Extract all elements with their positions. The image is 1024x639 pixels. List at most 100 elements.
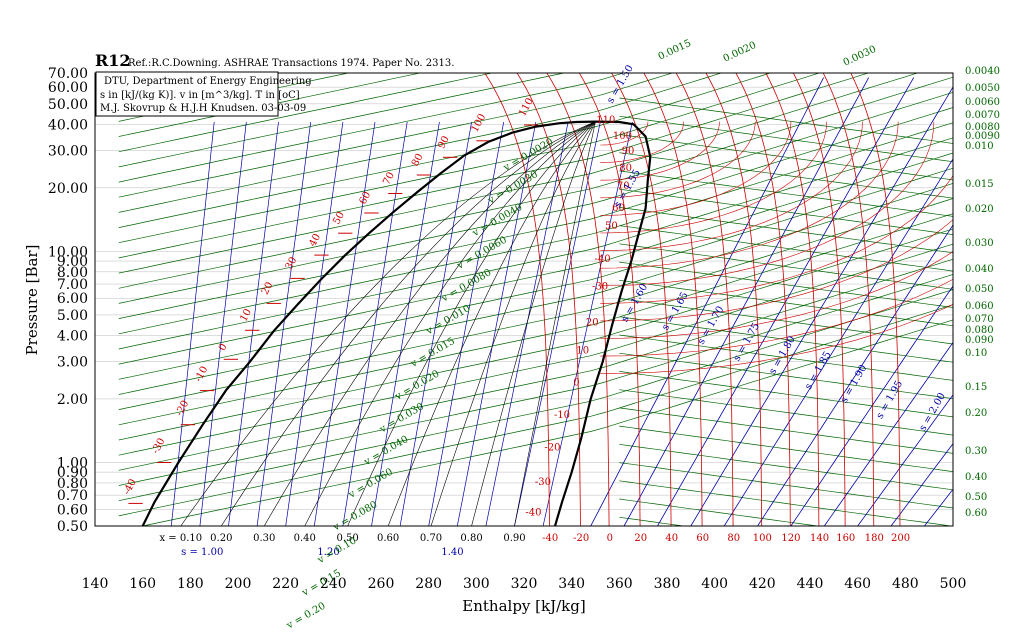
isotherm-label-vapor-12: 80 (619, 163, 632, 174)
x-tick-label-8: 300 (463, 576, 490, 592)
isentrope-vapor-line-2 (657, 77, 915, 526)
isotherm-label-bottom-11: 180 (865, 533, 884, 544)
quality-line-8 (514, 121, 596, 526)
isotherm-label-vapor-7: -30 (592, 281, 608, 292)
isentrope-liquid-line-11 (485, 121, 569, 526)
isotherm-vapor-line-4 (611, 73, 672, 526)
volume-label-right-8: 0.020 (965, 204, 994, 215)
volume-label-right-5: 0.0090 (965, 131, 1000, 142)
isochore-line-23 (118, 73, 625, 183)
volume-label-top-2: 0.0030 (842, 44, 878, 69)
isentrope-liquid-line-5 (313, 121, 376, 526)
x-tick-label-0: 140 (82, 576, 109, 592)
isentrope-liquid-line-4 (285, 121, 344, 526)
isotherm-label-liquid-1: -30 (150, 436, 167, 455)
y-tick-label-15: 20.00 (48, 181, 88, 197)
isotherm-label-vapor-8: -40 (594, 254, 610, 265)
isochore-vapor-line-12 (619, 298, 953, 345)
y-tick-label-6: 2.00 (57, 392, 88, 408)
isochore-line-4 (118, 258, 953, 471)
isotherm-label-liquid-3: -10 (193, 365, 210, 384)
volume-label-right-1: 0.0050 (965, 83, 1000, 94)
isentrope-liquid-line-8 (399, 121, 472, 526)
quality-line-7 (471, 121, 596, 526)
x-tick-label-14: 420 (749, 576, 776, 592)
volume-label-top-1: 0.0020 (722, 40, 758, 65)
volume-label-right-4: 0.0080 (965, 122, 1000, 133)
isotherm-arc-3 (600, 121, 756, 199)
isentrope-vapor-line-3 (690, 86, 953, 526)
isochore-line-11 (118, 152, 953, 365)
isotherm-arc-6 (600, 121, 863, 251)
quality-label-1: 0.20 (210, 533, 232, 544)
isotherm-vapor-line-8 (735, 73, 791, 526)
entropy-label-0: s = 1.50 (605, 63, 636, 105)
isotherm-arc-10 (600, 219, 953, 322)
isotherm-vapor-line-11 (822, 73, 875, 526)
y-tick-label-7: 3.00 (57, 355, 88, 371)
volume-label-right-9: 0.030 (965, 238, 994, 249)
isochore-line-16 (118, 76, 953, 289)
isotherm-label-vapor-10: 60 (612, 203, 625, 214)
isotherm-label-liquid-9: 50 (331, 210, 347, 226)
y-tick-label-18: 50.00 (48, 97, 88, 113)
isentrope-liquid-line-2 (228, 121, 279, 526)
y-tick-label-12: 8.00 (57, 265, 88, 281)
volume-label-right-10: 0.040 (965, 264, 994, 275)
x-tick-label-7: 280 (415, 576, 442, 592)
y-tick-label-16: 30.00 (48, 144, 88, 160)
isochore-line-25 (118, 73, 494, 153)
isentrope-liquid-line-7 (371, 121, 440, 526)
quality-label-8: 0.90 (503, 533, 525, 544)
isotherm-label-liquid-10: 60 (358, 190, 374, 206)
quality-label-3: 0.40 (294, 533, 316, 544)
volume-label-liquid-11: v = 0.080 (331, 499, 380, 534)
isotherm-label-bottom-0: -40 (542, 533, 558, 544)
isotherm-label-liquid-15: 110 (517, 96, 536, 118)
isotherm-vapor-line-12 (850, 73, 901, 526)
volume-label-liquid-10: v = 0.060 (346, 467, 395, 502)
isotherm-arc-7 (600, 121, 899, 269)
x-tick-label-9: 320 (511, 576, 538, 592)
isotherm-arc-12 (600, 278, 953, 357)
isotherm-label-vapor-5: 10 (576, 346, 589, 357)
isentrope-liquid-line-9 (428, 121, 505, 526)
isotherm-label-liquid-0: -40 (122, 477, 139, 496)
isotherm-label-liquid-12: 80 (410, 152, 426, 168)
isochore-line-13 (118, 122, 953, 335)
volume-label-right-11: 0.050 (965, 284, 994, 295)
entropy-label-10: s = 2.00 (917, 391, 948, 433)
entropy-label-bottom-1: 1.20 (317, 547, 339, 558)
y-tick-label-10: 6.00 (57, 291, 88, 307)
isotherm-arc-1 (600, 121, 684, 163)
isochore-line-15 (118, 91, 953, 304)
isentrope-vapor-line-12 (991, 78, 1024, 526)
volume-label-liquid-8: v = 0.030 (377, 401, 426, 436)
isotherm-label-bottom-12: 200 (891, 533, 910, 544)
isotherm-label-liquid-5: 10 (238, 307, 254, 323)
isotherm-arc-4 (600, 121, 792, 216)
isotherm-vapor-line-6 (675, 73, 734, 526)
volume-label-right-2: 0.0060 (965, 97, 1000, 108)
quality-label-2: 0.30 (253, 533, 275, 544)
y-tick-label-3: 0.80 (57, 476, 88, 492)
quality-line-0 (180, 121, 596, 526)
isotherm-label-vapor-15: 110 (596, 115, 615, 126)
isotherm-label-vapor-9: 50 (605, 221, 618, 232)
x-tick-label-16: 460 (844, 576, 871, 592)
entropy-label-bottom-0: s = 1.00 (181, 547, 223, 558)
isotherm-label-vapor-1: -30 (535, 477, 551, 488)
isotherm-label-vapor-3: -10 (554, 410, 570, 421)
isochore-line-21 (118, 73, 723, 213)
volume-label-right-14: 0.080 (965, 325, 994, 336)
isotherm-arc-9 (600, 174, 953, 304)
isentrope-vapor-line-9 (890, 443, 953, 526)
isochore-vapor-line-22 (619, 115, 953, 163)
isotherm-vapor-line-5 (643, 73, 703, 526)
quality-line-4 (347, 121, 596, 526)
info-line-2: s in [kJ/(kg K)]. v in [m^3/kg]. T in [o… (100, 90, 300, 101)
y-tick-label-2: 0.70 (57, 488, 88, 504)
saturated-liquid-line (141, 120, 596, 526)
isochore-line-19 (118, 73, 821, 244)
x-tick-label-3: 200 (225, 576, 252, 592)
